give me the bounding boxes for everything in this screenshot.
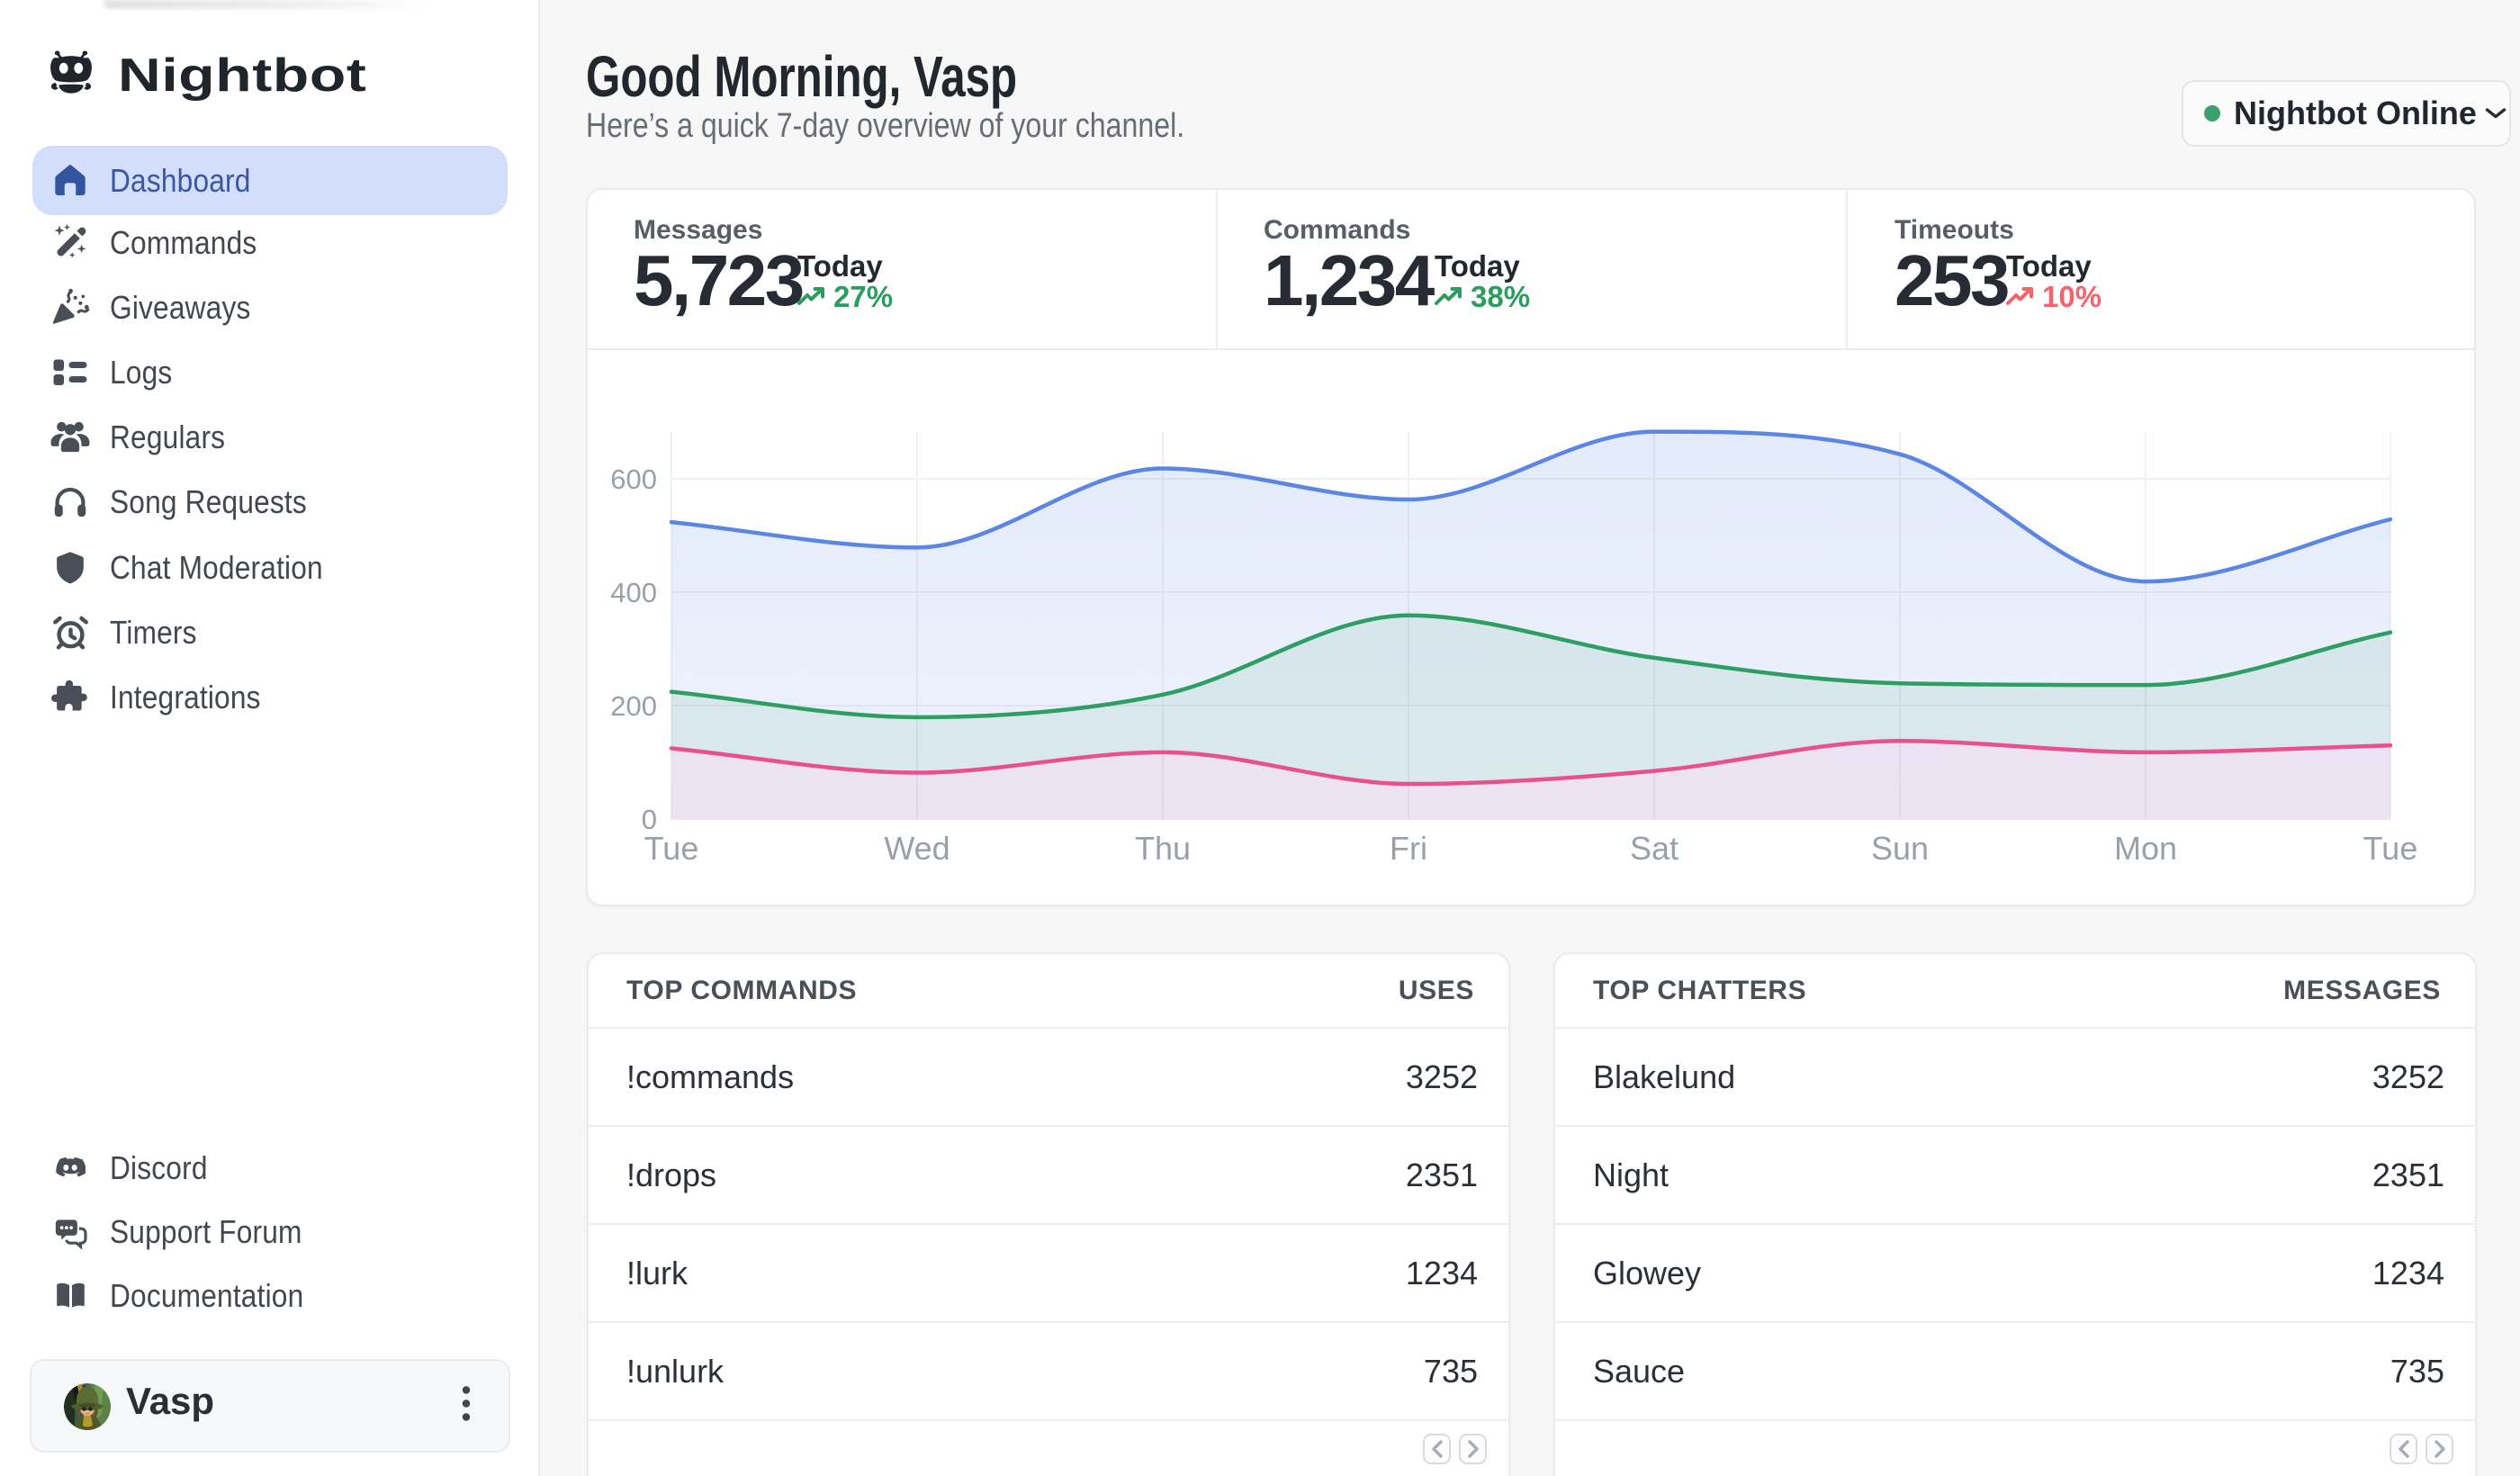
svg-text:0: 0: [642, 804, 657, 835]
svg-text:Fri: Fri: [1390, 830, 1427, 867]
svg-text:200: 200: [610, 690, 657, 722]
svg-text:Sat: Sat: [1630, 830, 1678, 867]
svg-text:Mon: Mon: [2114, 830, 2177, 867]
svg-text:Thu: Thu: [1135, 830, 1191, 867]
svg-text:Tue: Tue: [644, 830, 699, 867]
svg-text:Tue: Tue: [2363, 830, 2418, 867]
svg-text:600: 600: [610, 464, 657, 495]
svg-text:400: 400: [610, 577, 657, 608]
svg-text:Sun: Sun: [1871, 830, 1929, 867]
svg-text:Wed: Wed: [884, 830, 950, 867]
